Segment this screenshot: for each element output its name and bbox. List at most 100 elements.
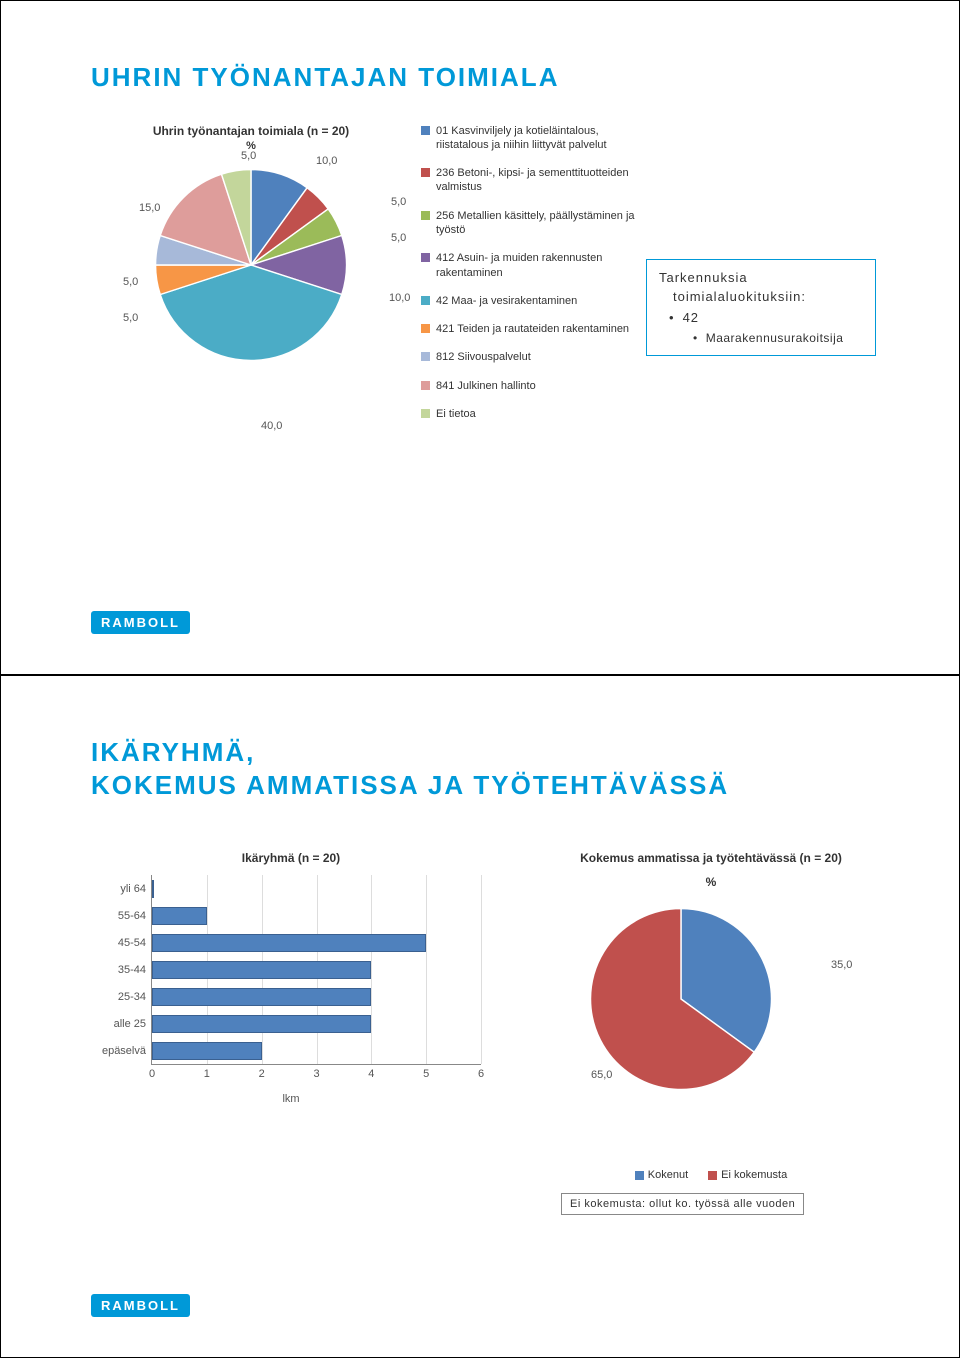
pie-slice-label: 5,0	[241, 150, 256, 162]
bar	[152, 1015, 371, 1033]
legend-item: Ei kokemusta	[708, 1169, 787, 1181]
x-tick-label: 1	[204, 1068, 210, 1080]
legend-item: Kokenut	[635, 1169, 688, 1181]
x-tick-label: 3	[313, 1068, 319, 1080]
legend-swatch	[421, 352, 430, 361]
pie2-column: Kokemus ammatissa ja työtehtävässä (n = …	[521, 851, 901, 1215]
notebox-bullet: 42 Maarakennusurakoitsija	[669, 310, 863, 345]
legend-swatch	[708, 1171, 717, 1180]
x-tick-label: 6	[478, 1068, 484, 1080]
legend-item: 841 Julkinen hallinto	[421, 379, 636, 393]
footnote-box: Ei kokemusta: ollut ko. työssä alle vuod…	[561, 1193, 804, 1215]
bar-column: Ikäryhmä (n = 20) 0 1 2 3 4 5 6 yli 64 55-64 45-5…	[91, 851, 491, 1215]
y-tick-label: alle 25	[114, 1018, 146, 1030]
pie-slice-label: 5,0	[123, 312, 138, 324]
bar-plot: 0123456yli 6455-6445-5435-4425-34alle 25…	[151, 875, 481, 1065]
pie-slice-label: 5,0	[391, 232, 406, 244]
logo: RAMBOLL	[91, 1294, 190, 1317]
legend-label: 42 Maa- ja vesirakentaminen	[436, 294, 577, 308]
bar-row: 45-54	[152, 934, 426, 952]
legend-swatch	[421, 126, 430, 135]
legend-swatch	[421, 324, 430, 333]
y-tick-label: yli 64	[120, 883, 146, 895]
y-tick-label: 45-54	[118, 937, 146, 949]
legend-item: 236 Betoni-, kipsi- ja sementtituotteide…	[421, 166, 636, 195]
slide-2: IKÄRYHMÄ,KOKEMUS AMMATISSA JA TYÖTEHTÄVÄ…	[0, 675, 960, 1358]
pie2-wrap: 35,065,0	[581, 899, 841, 1159]
notebox-line2: toimialaluokituksiin:	[659, 289, 863, 304]
notebox-subbullet: Maarakennusurakoitsija	[693, 331, 863, 345]
legend-label: 256 Metallien käsittely, päällystäminen …	[436, 209, 636, 238]
legend-item: 421 Teiden ja rautateiden rakentaminen	[421, 322, 636, 336]
bar	[152, 880, 154, 898]
legend-label: 412 Asuin- ja muiden rakennusten rakenta…	[436, 251, 636, 280]
bar	[152, 907, 207, 925]
bar-row: 55-64	[152, 907, 207, 925]
gridline	[371, 875, 372, 1064]
pie1-svg	[146, 160, 356, 370]
pie-slice-label: 5,0	[123, 276, 138, 288]
y-tick-label: epäselvä	[102, 1045, 146, 1057]
pie-slice-label: 40,0	[261, 420, 282, 432]
pie-slice-label: 15,0	[139, 202, 160, 214]
bar-row: 25-34	[152, 988, 371, 1006]
legend-item: 812 Siivouspalvelut	[421, 350, 636, 364]
notebox: Tarkennuksia toimialaluokituksiin: 42 Ma…	[646, 259, 876, 356]
pie-slice-label: 10,0	[316, 155, 337, 167]
bar-chart: 0 1 2 3 4 5 6 yli 64 55-64 45-54 35-44 25-34 alle 25…	[91, 875, 491, 1105]
legend-swatch	[421, 168, 430, 177]
y-tick-label: 25-34	[118, 991, 146, 1003]
pie2-legend: Kokenut Ei kokemusta	[521, 1169, 901, 1181]
bar-row: 35-44	[152, 961, 371, 979]
legend-swatch	[421, 409, 430, 418]
bar-row: epäselvä	[152, 1042, 262, 1060]
x-tick-label: 2	[259, 1068, 265, 1080]
pie1-title: Uhrin työnantajan toimiala (n = 20)	[91, 124, 411, 138]
x-tick-label: 5	[423, 1068, 429, 1080]
pie-slice-label: 10,0	[389, 292, 410, 304]
x-tick-label: 0	[149, 1068, 155, 1080]
logo: RAMBOLL	[91, 611, 190, 634]
legend-swatch	[421, 211, 430, 220]
pie1-column: Uhrin työnantajan toimiala (n = 20) % 10…	[91, 124, 411, 440]
bar-xtitle: lkm	[282, 1093, 299, 1105]
legend-item: 256 Metallien käsittely, päällystäminen …	[421, 209, 636, 238]
y-tick-label: 35-44	[118, 964, 146, 976]
legend-label: 01 Kasvinviljely ja kotieläintalous, rii…	[436, 124, 636, 153]
legend-item: 01 Kasvinviljely ja kotieläintalous, rii…	[421, 124, 636, 153]
legend-label: Ei tietoa	[436, 407, 476, 421]
pie-slice-label: 65,0	[591, 1069, 612, 1081]
gridline	[481, 875, 482, 1064]
slide2-body: Ikäryhmä (n = 20) 0 1 2 3 4 5 6 yli 64 55-64 45-5…	[91, 851, 909, 1215]
bar	[152, 934, 426, 952]
legend-label: 841 Julkinen hallinto	[436, 379, 536, 393]
legend-swatch	[421, 253, 430, 262]
legend-swatch	[421, 296, 430, 305]
legend-label: 421 Teiden ja rautateiden rakentaminen	[436, 322, 629, 336]
pie-slice-label: 5,0	[391, 196, 406, 208]
notebox-line1: Tarkennuksia	[659, 270, 863, 285]
x-tick-label: 4	[368, 1068, 374, 1080]
legend-label: 812 Siivouspalvelut	[436, 350, 531, 364]
legend-item: Ei tietoa	[421, 407, 636, 421]
y-tick-label: 55-64	[118, 910, 146, 922]
legend-item: 42 Maa- ja vesirakentaminen	[421, 294, 636, 308]
slide-1: UHRIN TYÖNANTAJAN TOIMIALA Uhrin työnant…	[0, 0, 960, 675]
bar-title: Ikäryhmä (n = 20)	[91, 851, 491, 865]
bar	[152, 961, 371, 979]
slide2-title: IKÄRYHMÄ,KOKEMUS AMMATISSA JA TYÖTEHTÄVÄ…	[91, 736, 909, 801]
slide1-title: UHRIN TYÖNANTAJAN TOIMIALA	[91, 61, 909, 94]
bar-row: alle 25	[152, 1015, 371, 1033]
legend-swatch	[635, 1171, 644, 1180]
bar	[152, 1042, 262, 1060]
legend-item: 412 Asuin- ja muiden rakennusten rakenta…	[421, 251, 636, 280]
gridline	[426, 875, 427, 1064]
legend-label: 236 Betoni-, kipsi- ja sementtituotteide…	[436, 166, 636, 195]
legend-swatch	[421, 381, 430, 390]
pie1-wrap: 10,05,05,010,040,05,05,015,05,0	[101, 160, 401, 440]
notebox-list: 42 Maarakennusurakoitsija	[659, 310, 863, 345]
pie2-subtitle: %	[521, 875, 901, 889]
pie2-title: Kokemus ammatissa ja työtehtävässä (n = …	[521, 851, 901, 865]
slide1-body: Uhrin työnantajan toimiala (n = 20) % 10…	[91, 124, 909, 440]
pie-slice-label: 35,0	[831, 959, 852, 971]
